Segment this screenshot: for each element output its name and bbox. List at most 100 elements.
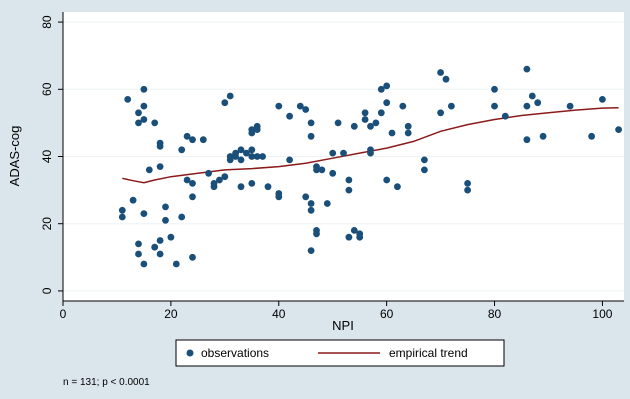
- data-point-9: [140, 102, 148, 110]
- x-tick-label-60: 60: [380, 307, 394, 321]
- y-axis-title: ADAS-cog: [7, 126, 22, 187]
- data-point-30: [189, 180, 196, 187]
- data-point-73: [313, 166, 320, 174]
- data-point-44: [232, 153, 240, 160]
- trend-line-layer: [122, 107, 619, 184]
- data-point-20: [156, 250, 164, 258]
- data-point-118: [523, 136, 531, 144]
- data-point-90: [361, 109, 369, 117]
- data-point-18: [156, 163, 164, 171]
- data-point-82: [345, 176, 353, 184]
- data-point-10: [140, 116, 148, 123]
- data-point-23: [167, 233, 175, 241]
- data-point-1: [118, 213, 126, 221]
- data-point-66: [302, 193, 310, 201]
- scatter-points-layer: [118, 65, 622, 268]
- data-point-14: [151, 119, 159, 127]
- data-point-46: [237, 156, 245, 164]
- data-point-122: [566, 102, 574, 110]
- x-tick-label-80: 80: [488, 307, 502, 321]
- data-point-97: [383, 82, 391, 90]
- data-point-120: [534, 99, 542, 107]
- data-point-25: [178, 146, 186, 154]
- data-point-103: [404, 122, 412, 130]
- y-axis-ticks: 0 20 40 60 80: [40, 15, 63, 294]
- data-point-47: [237, 183, 245, 191]
- data-point-56: [253, 153, 261, 160]
- data-point-76: [318, 166, 326, 174]
- data-point-84: [345, 233, 353, 241]
- data-point-4: [135, 109, 142, 117]
- data-point-106: [421, 166, 428, 174]
- data-point-99: [383, 176, 391, 184]
- data-point-32: [189, 253, 196, 261]
- data-point-98: [383, 99, 391, 107]
- legend-label-observations: observations: [201, 346, 269, 360]
- y-tick-label-20: 20: [40, 217, 54, 231]
- data-point-39: [221, 99, 229, 107]
- footnote: n = 131; p < 0.0001: [63, 377, 150, 388]
- data-point-75: [313, 230, 320, 238]
- data-point-123: [588, 132, 595, 140]
- x-axis-ticks: 0 20 40 60 80 100: [60, 301, 613, 321]
- data-point-114: [491, 102, 498, 110]
- data-point-55: [253, 126, 261, 133]
- data-point-83: [345, 186, 353, 194]
- x-tick-label-100: 100: [592, 307, 612, 321]
- data-point-42: [226, 156, 234, 164]
- data-point-86: [350, 227, 358, 234]
- data-point-71: [307, 247, 315, 255]
- data-point-69: [307, 200, 315, 207]
- data-point-93: [367, 149, 374, 157]
- y-tick-label-40: 40: [40, 150, 54, 164]
- legend-marker-observations: [186, 349, 194, 357]
- data-point-17: [156, 143, 164, 150]
- data-point-38: [221, 173, 229, 181]
- data-point-28: [183, 176, 191, 184]
- x-tick-label-0: 0: [60, 307, 67, 321]
- data-point-59: [275, 102, 283, 110]
- trend-line: [122, 107, 619, 184]
- data-point-48: [243, 149, 250, 157]
- data-point-78: [329, 169, 337, 177]
- data-point-121: [539, 132, 547, 140]
- data-point-21: [162, 203, 169, 211]
- data-point-119: [528, 92, 536, 100]
- data-point-79: [329, 149, 337, 157]
- data-point-107: [437, 69, 444, 76]
- data-point-88: [356, 233, 364, 241]
- data-point-29: [189, 136, 196, 144]
- data-point-0: [118, 206, 126, 214]
- data-point-33: [199, 136, 207, 144]
- data-point-50: [248, 129, 256, 137]
- data-point-53: [248, 180, 256, 187]
- data-point-125: [615, 126, 622, 133]
- data-point-105: [421, 156, 428, 164]
- x-tick-label-20: 20: [164, 307, 178, 321]
- y-tick-label-80: 80: [40, 15, 54, 29]
- data-point-77: [323, 200, 331, 207]
- data-point-89: [361, 116, 369, 123]
- data-point-63: [286, 156, 293, 164]
- data-point-68: [307, 132, 315, 140]
- data-point-112: [464, 186, 471, 194]
- data-point-115: [501, 112, 509, 120]
- data-point-12: [140, 260, 148, 268]
- data-point-62: [286, 112, 293, 120]
- data-point-95: [377, 85, 385, 93]
- data-point-52: [248, 153, 256, 160]
- data-point-7: [135, 250, 142, 258]
- data-point-110: [448, 102, 455, 110]
- data-point-91: [367, 122, 374, 130]
- data-point-124: [599, 96, 606, 103]
- data-point-81: [340, 149, 347, 157]
- y-tick-label-0: 0: [40, 287, 54, 294]
- data-point-37: [216, 176, 223, 184]
- y-tick-label-60: 60: [40, 82, 54, 96]
- data-point-6: [135, 240, 142, 248]
- data-point-65: [302, 106, 310, 113]
- data-point-61: [275, 193, 283, 201]
- data-point-51: [248, 146, 256, 154]
- data-point-101: [394, 183, 401, 191]
